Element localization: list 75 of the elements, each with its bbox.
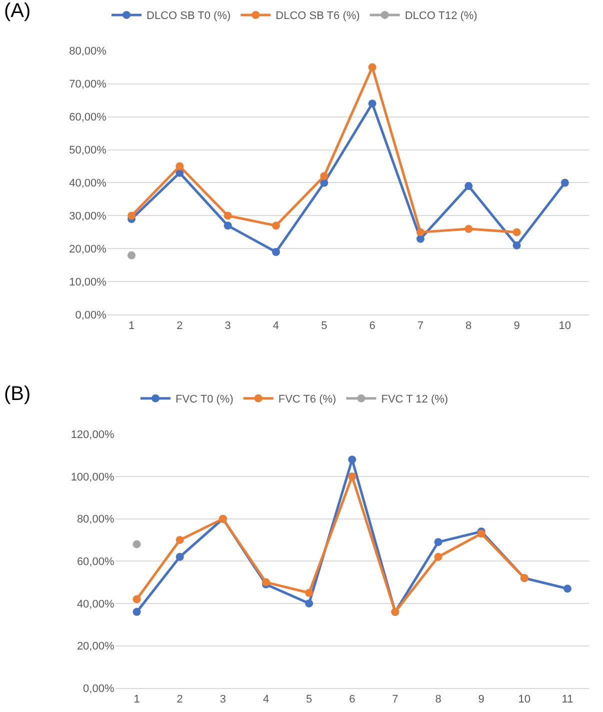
x-tick-label: 4 xyxy=(272,320,280,332)
point xyxy=(305,588,314,597)
point xyxy=(416,228,424,236)
y-tick-label: 50,00% xyxy=(69,144,107,157)
y-tick-label: 20,00% xyxy=(76,640,114,653)
point xyxy=(512,228,521,236)
x-tick-label: 8 xyxy=(466,320,472,332)
y-tick-label: 80,00% xyxy=(76,514,114,526)
x-tick-label: 2 xyxy=(176,693,183,706)
point xyxy=(224,222,232,230)
point xyxy=(224,212,232,220)
point xyxy=(512,241,521,250)
x-tick-label: 9 xyxy=(478,693,484,706)
y-tick-label: 10,00% xyxy=(69,276,107,289)
legend-label: FVC T6 (%) xyxy=(278,394,336,406)
x-tick-label: 1 xyxy=(128,320,135,332)
point xyxy=(464,224,473,233)
point xyxy=(320,172,328,180)
y-tick-label: 70,00% xyxy=(69,78,107,91)
point xyxy=(563,584,572,593)
point xyxy=(132,608,141,616)
x-tick-label: 5 xyxy=(321,320,328,332)
x-tick-label: 7 xyxy=(392,693,398,706)
point xyxy=(272,222,280,230)
point xyxy=(368,63,376,72)
x-tick-label: 5 xyxy=(306,693,312,706)
x-tick-label: 7 xyxy=(417,320,424,332)
point xyxy=(464,182,473,190)
point xyxy=(348,456,356,464)
x-tick-label: 9 xyxy=(514,320,520,332)
y-tick-label: 40,00% xyxy=(69,178,107,190)
y-tick-label: 30,00% xyxy=(69,210,107,223)
legend-label: FVC T0 (%) xyxy=(176,394,234,406)
y-tick-label: 120,00% xyxy=(70,429,114,442)
x-tick-label: 4 xyxy=(262,693,270,706)
point xyxy=(272,248,280,256)
y-tick-label: 40,00% xyxy=(76,598,114,610)
point xyxy=(434,552,442,561)
y-tick-label: 80,00% xyxy=(69,46,107,58)
y-tick-label: 0,00% xyxy=(83,682,114,695)
y-tick-label: 60,00% xyxy=(76,556,114,568)
x-tick-label: 11 xyxy=(562,693,574,706)
legend-label: DLCO SB T0 (%) xyxy=(146,10,231,22)
point xyxy=(132,540,141,548)
point xyxy=(560,178,569,187)
legend-label: DLCO SB T6 (%) xyxy=(276,10,360,22)
x-tick-label: 10 xyxy=(558,320,572,332)
y-tick-label: 100,00% xyxy=(70,471,114,484)
x-tick-label: 2 xyxy=(176,320,183,332)
point xyxy=(176,536,184,544)
point xyxy=(416,234,424,243)
point xyxy=(176,162,184,170)
x-tick-label: 6 xyxy=(349,693,356,706)
chart-title: (B) xyxy=(4,383,31,405)
legend-label: DLCO T12 (%) xyxy=(404,10,478,22)
point xyxy=(128,251,136,260)
y-tick-label: 20,00% xyxy=(69,244,107,256)
point xyxy=(132,595,141,604)
point xyxy=(176,552,184,561)
chart-title: (A) xyxy=(4,0,31,22)
x-tick-label: 1 xyxy=(134,693,140,706)
point xyxy=(368,100,376,108)
x-tick-label: 8 xyxy=(435,693,442,706)
point xyxy=(434,538,442,546)
y-tick-label: 0,00% xyxy=(75,310,107,322)
point xyxy=(477,530,486,538)
legend-label: FVC T 12 (%) xyxy=(381,394,448,406)
y-tick-label: 60,00% xyxy=(69,112,107,124)
x-tick-label: 3 xyxy=(224,320,231,332)
x-tick-label: 10 xyxy=(518,693,531,706)
point xyxy=(348,472,356,480)
point xyxy=(305,599,314,608)
x-tick-label: 6 xyxy=(369,320,376,332)
x-tick-label: 3 xyxy=(220,693,226,706)
point xyxy=(128,212,136,220)
